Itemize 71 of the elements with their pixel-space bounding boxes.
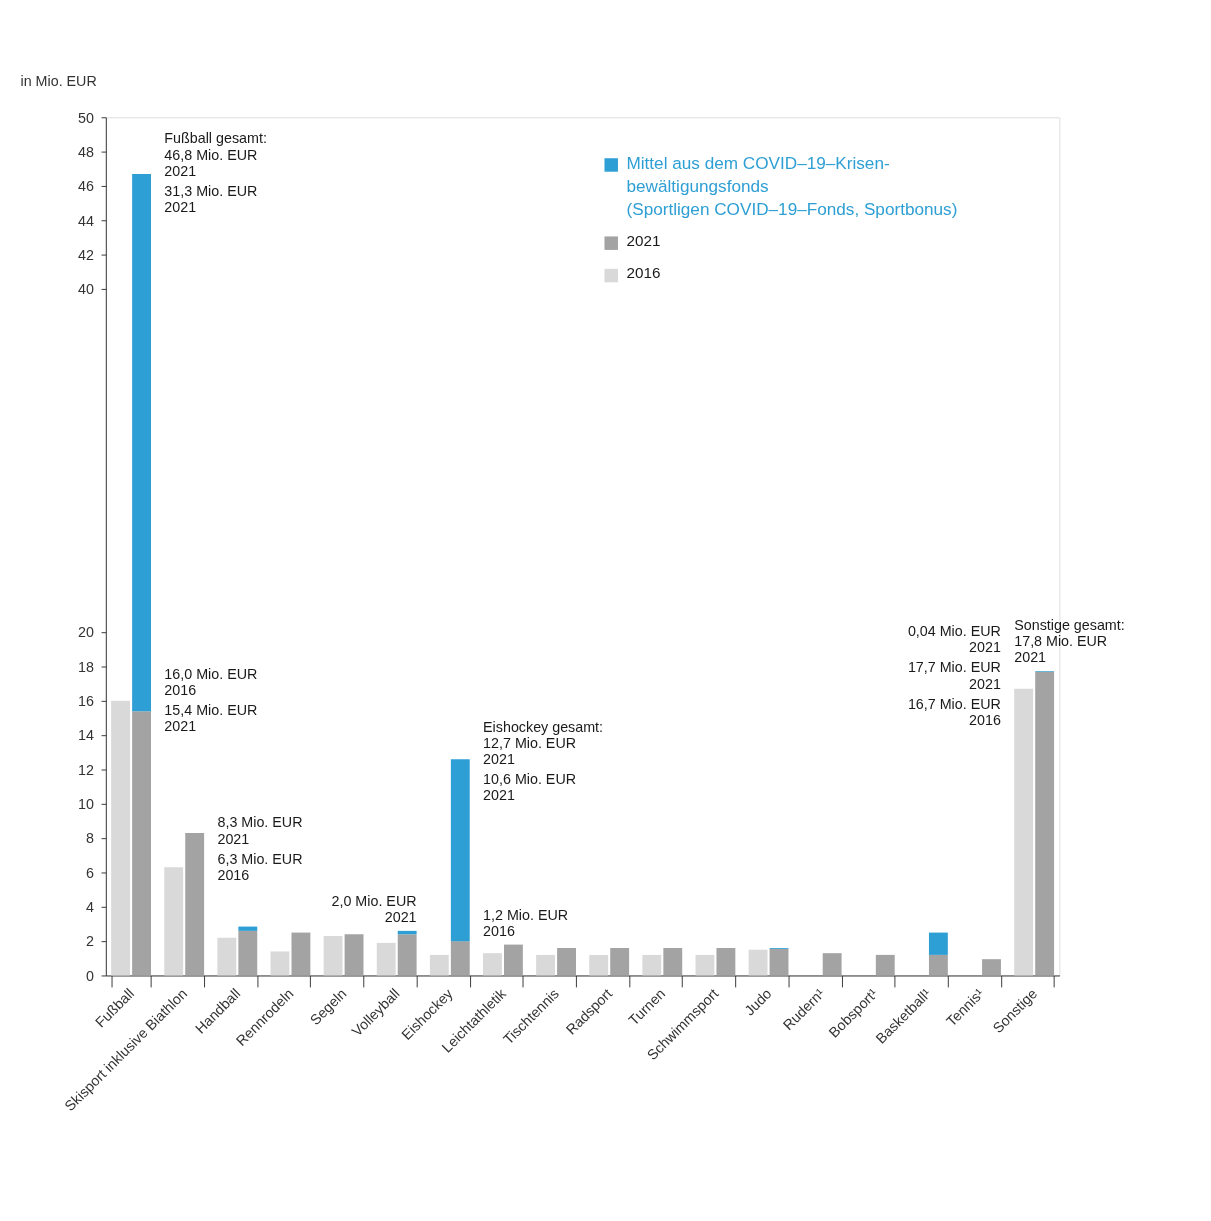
y-tick-label: 46 [78,178,94,195]
annotation: 17,7 Mio. EUR 2021 [907,659,1001,692]
bar [450,941,470,976]
annotation: 31,3 Mio. EUR 2021 [164,182,258,216]
bar [429,954,449,976]
annotation: 0,04 Mio. EUR 2021 [907,623,1001,656]
bar [291,932,311,976]
bar [397,934,417,976]
bar [928,954,948,976]
legend-label: 2021 [626,232,661,250]
y-tick-label: 44 [78,212,94,229]
bar [610,948,630,976]
bar [1014,688,1034,976]
bar [450,759,470,942]
y-tick-label: 14 [78,727,94,744]
bar [695,954,715,976]
bar [557,948,576,976]
annotation: 16,7 Mio. EUR 2016 [907,695,1001,728]
y-tick-label: 40 [78,281,94,298]
bar [238,930,258,976]
legend-label: 2016 [626,264,661,282]
bar [217,937,237,976]
y-tick-label: 42 [78,246,94,263]
bar [769,948,789,976]
bar [663,948,683,976]
y-tick-label: 50 [78,109,94,126]
y-axis-title: in Mio. EUR [20,73,97,90]
annotation: Fußball gesamt: 46,8 Mio. EUR 2021 [164,130,267,179]
bar [822,953,842,976]
bar [875,954,895,976]
bar [270,951,290,976]
bar [642,954,662,976]
bar [344,934,364,976]
bar [716,948,736,976]
annotation: Sonstige gesamt: 17,8 Mio. EUR 2021 [1014,617,1125,666]
bar [164,867,184,976]
bar [111,700,131,976]
bar [928,932,948,955]
bar [589,954,609,976]
bar [536,954,556,976]
bar [503,944,523,976]
bar [982,959,1001,976]
bar [1035,671,1055,976]
y-tick-label: 6 [85,864,94,881]
annotation: 15,4 Mio. EUR 2021 [164,701,258,734]
y-tick-label: 0 [85,967,94,984]
bar [185,833,205,976]
y-tick-label: 2 [85,933,94,950]
y-tick-label: 8 [85,830,94,847]
bar [483,953,502,976]
annotation: 6,3 Mio. EUR 2016 [217,850,303,883]
y-tick-label: 16 [78,693,94,710]
legend-label: Mittel aus dem COVID–19–Krisen- bewältigungsfonds (Sportligen COVID–19–Fonds, Sportbonus) [626,152,958,219]
bar [132,711,151,976]
y-tick-label: 18 [78,658,94,675]
annotation: 10,6 Mio. EUR 2021 [483,771,577,804]
annotation: 8,3 Mio. EUR 2021 [217,814,303,847]
bar [323,936,343,976]
annotation: 1,2 Mio. EUR 2016 [483,906,569,940]
bar [376,942,396,976]
y-tick-label: 12 [78,761,94,778]
bar [238,926,258,931]
y-tick-label: 10 [78,796,94,813]
annotation: 16,0 Mio. EUR 2016 [164,665,258,698]
y-tick-label: 48 [78,143,94,160]
bar [132,173,151,712]
bar [748,949,768,976]
annotation: Eishockey gesamt: 12,7 Mio. EUR 2021 [483,718,604,767]
annotation: 2,0 Mio. EUR 2021 [331,893,417,926]
y-tick-label: 20 [78,624,94,641]
y-tick-label: 4 [85,899,94,916]
